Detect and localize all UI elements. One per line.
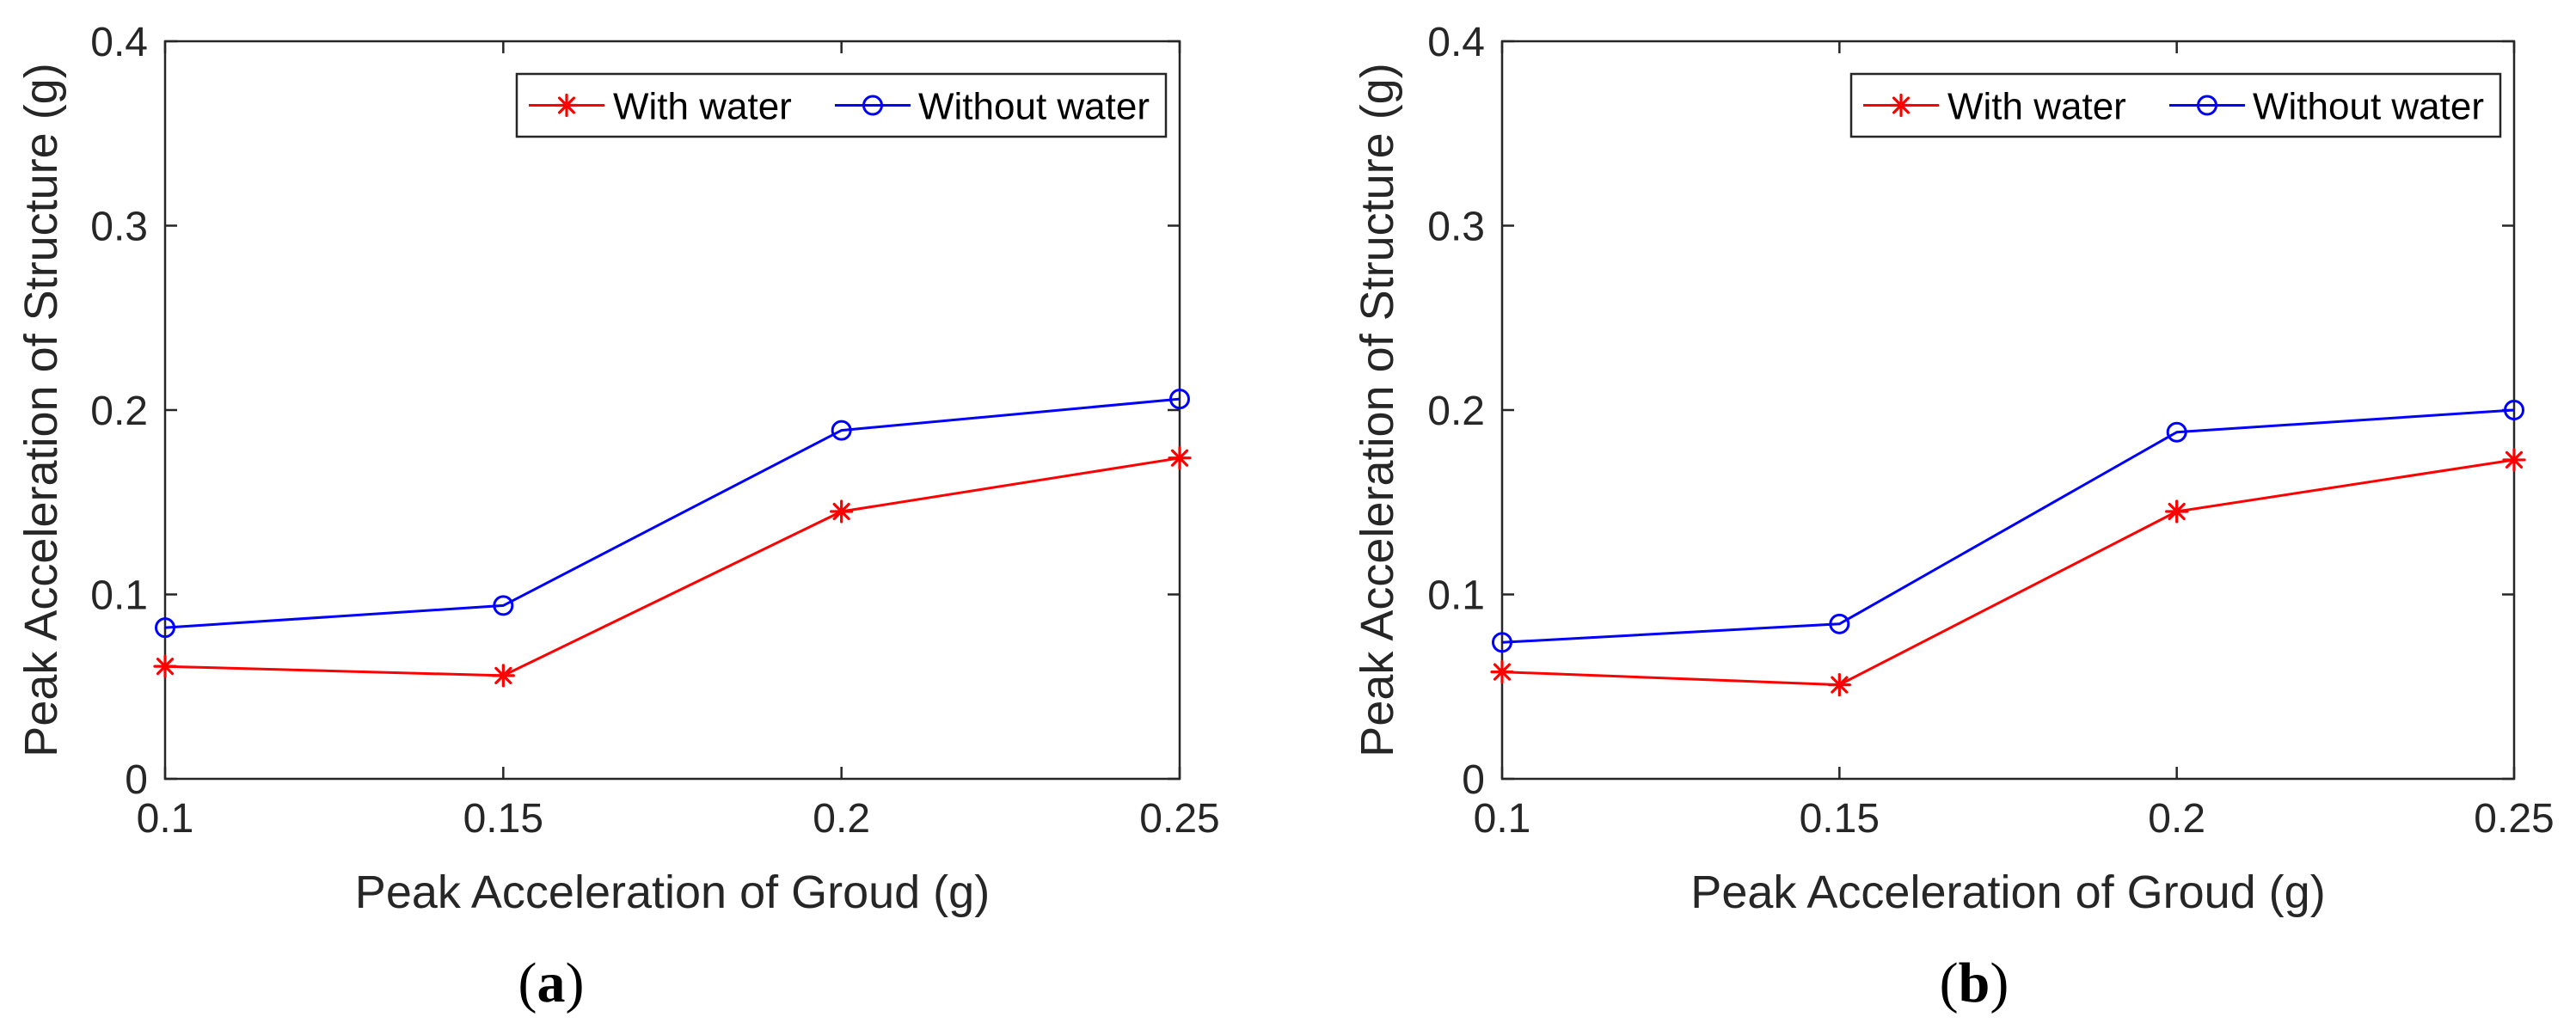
asterisk-stroke	[1892, 96, 1911, 114]
data-point-without-water	[1492, 632, 1512, 653]
data-point-with-water	[2502, 448, 2526, 472]
data-point-without-water	[2504, 400, 2524, 420]
asterisk-stroke	[1831, 676, 1849, 694]
panel-label-open: (	[1940, 952, 1959, 1014]
series-line-with-water	[1501, 458, 2515, 687]
x-tick-label: 0.15	[1800, 796, 1880, 842]
x-axis-label: Peak Acceleration of Groud (g)	[355, 867, 990, 918]
y-tick-label: 0.1	[90, 573, 148, 619]
series-line-with-water	[164, 456, 1181, 677]
data-point-with-water	[1827, 673, 1851, 697]
asterisk-stroke	[1170, 449, 1189, 467]
legend-label: With water	[1947, 86, 2126, 128]
legend-box	[1849, 72, 2502, 138]
asterisk-stroke	[156, 658, 175, 676]
y-tick-label: 0.4	[90, 20, 148, 65]
x-tick-label: 0.25	[1139, 796, 1219, 842]
panel-label-letter: a	[537, 952, 566, 1014]
legend-label: With water	[613, 86, 792, 128]
legend: With water Without water	[1849, 72, 2502, 138]
data-point-without-water	[1169, 389, 1190, 410]
plot-area	[163, 40, 1181, 781]
legend-marker-asterisk	[1889, 93, 1913, 118]
legend-marker-circle	[2197, 95, 2217, 116]
asterisk-stroke	[557, 96, 576, 114]
y-tick-label: 0	[125, 757, 148, 803]
x-tick-label: 0.1	[137, 796, 194, 842]
data-point-without-water	[493, 595, 514, 616]
plot-area	[1500, 40, 2516, 781]
asterisk-stroke	[2505, 450, 2524, 469]
y-tick-label: 0	[1462, 757, 1485, 803]
data-point-with-water	[1490, 659, 1514, 684]
panel-label-close: )	[1990, 952, 2009, 1014]
asterisk-stroke	[494, 666, 512, 684]
legend-label: Without water	[2253, 86, 2484, 128]
legend-entry-without-water: Without water	[835, 86, 1150, 128]
legend-marker-circle	[862, 95, 883, 116]
legend-label: Without water	[918, 86, 1150, 128]
data-point-without-water	[831, 420, 852, 441]
data-point-with-water	[153, 654, 177, 678]
x-tick-label: 0.25	[2474, 796, 2554, 842]
series-line-without-water	[164, 397, 1181, 629]
data-point-with-water	[1168, 446, 1192, 470]
legend: With water Without water	[515, 72, 1168, 138]
asterisk-stroke	[832, 502, 850, 521]
x-tick-label: 0.1	[1474, 796, 1531, 842]
series-line-without-water	[1501, 408, 2515, 644]
asterisk-stroke	[1493, 663, 1512, 681]
x-tick-label: 0.2	[2148, 796, 2205, 842]
y-tick-label: 0.2	[90, 389, 148, 434]
asterisk-stroke	[2168, 502, 2186, 521]
panel-label: (a)	[518, 952, 585, 1014]
data-point-with-water	[830, 499, 854, 524]
y-tick-label: 0.1	[1427, 573, 1485, 619]
legend-entry-with-water: With water	[1863, 86, 2126, 128]
y-tick-label: 0.2	[1427, 389, 1485, 434]
panel-label-letter: b	[1959, 952, 1990, 1014]
data-point-without-water	[2166, 421, 2187, 443]
data-point-without-water	[1829, 613, 1850, 634]
y-axis-label: Peak Acceleration of Structure (g)	[1352, 63, 1403, 756]
x-axis-label: Peak Acceleration of Groud (g)	[1690, 867, 2325, 918]
legend-entry-without-water: Without water	[2169, 86, 2484, 128]
y-tick-label: 0.3	[90, 205, 148, 250]
legend-marker-asterisk	[555, 93, 579, 118]
panel-label-open: (	[518, 952, 537, 1014]
y-tick-label: 0.4	[1427, 20, 1485, 65]
y-axis-label: Peak Acceleration of Structure (g)	[15, 63, 67, 756]
x-tick-label: 0.15	[463, 796, 543, 842]
x-tick-label: 0.2	[813, 796, 870, 842]
legend-entry-with-water: With water	[529, 86, 792, 128]
panel-label-close: )	[566, 952, 585, 1014]
panel-label: (b)	[1940, 952, 2009, 1014]
data-point-with-water	[491, 664, 515, 688]
data-point-with-water	[2165, 499, 2189, 524]
y-tick-label: 0.3	[1427, 205, 1485, 250]
data-point-without-water	[155, 617, 175, 639]
